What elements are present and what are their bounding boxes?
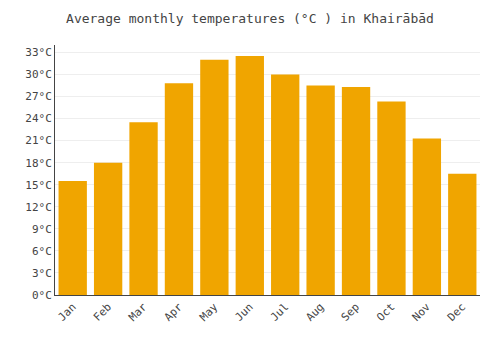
- svg-text:Mar: Mar: [126, 300, 150, 324]
- svg-text:Average monthly temperatures (: Average monthly temperatures (°C ) in Kh…: [66, 11, 434, 26]
- svg-text:Dec: Dec: [445, 301, 468, 324]
- svg-text:12°C: 12°C: [25, 201, 52, 214]
- svg-text:21°C: 21°C: [25, 134, 52, 147]
- svg-text:Feb: Feb: [91, 301, 114, 324]
- svg-text:Aug: Aug: [303, 301, 326, 324]
- svg-text:Jan: Jan: [55, 301, 78, 324]
- svg-text:Oct: Oct: [374, 301, 397, 324]
- svg-text:May: May: [197, 300, 221, 324]
- svg-text:Sep: Sep: [339, 301, 362, 324]
- svg-text:Apr: Apr: [162, 300, 186, 324]
- svg-text:9°C: 9°C: [32, 223, 52, 236]
- svg-text:27°C: 27°C: [25, 90, 52, 103]
- svg-text:0°C: 0°C: [32, 289, 52, 302]
- svg-text:33°C: 33°C: [25, 46, 52, 59]
- svg-text:15°C: 15°C: [25, 179, 52, 192]
- svg-text:Nov: Nov: [410, 300, 434, 324]
- svg-text:3°C: 3°C: [32, 267, 52, 280]
- svg-text:24°C: 24°C: [25, 112, 52, 125]
- svg-text:6°C: 6°C: [32, 245, 52, 258]
- svg-text:30°C: 30°C: [25, 68, 52, 81]
- svg-text:18°C: 18°C: [25, 157, 52, 170]
- svg-text:Jul: Jul: [268, 301, 291, 324]
- svg-text:Jun: Jun: [233, 301, 256, 324]
